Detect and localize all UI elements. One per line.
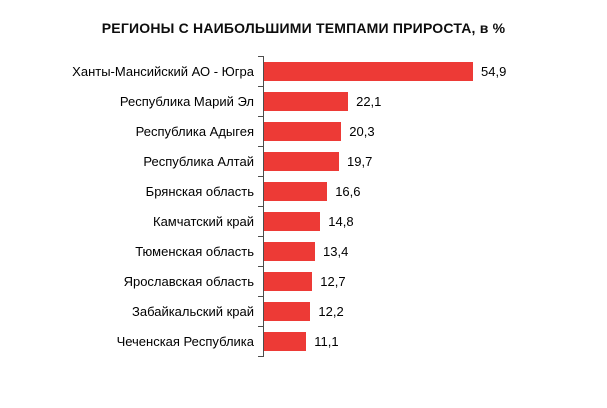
bar <box>264 91 349 111</box>
axis-tick <box>258 206 264 207</box>
category-label: Республика Алтай <box>143 153 254 169</box>
axis-tick <box>258 56 264 57</box>
value-label: 13,4 <box>323 243 349 259</box>
value-label: 12,7 <box>320 273 346 289</box>
chart-title: РЕГИОНЫ С НАИБОЛЬШИМИ ТЕМПАМИ ПРИРОСТА, … <box>101 20 506 36</box>
bar-row: Забайкальский край 12,2 <box>0 296 607 326</box>
bar-row: Тюменская область 13,4 <box>0 236 607 266</box>
bar-row: Республика Адыгея 20,3 <box>0 116 607 146</box>
category-label: Республика Адыгея <box>135 123 254 139</box>
value-label: 20,3 <box>349 123 375 139</box>
bar-row: Ханты-Мансийский АО - Югра 54,9 <box>0 56 607 86</box>
axis-tick <box>258 296 264 297</box>
category-label: Чеченская Республика <box>116 333 254 349</box>
bar-chart: Ханты-Мансийский АО - Югра 54,9 Республи… <box>0 56 607 358</box>
axis-tick <box>258 356 264 357</box>
value-label: 16,6 <box>335 183 361 199</box>
bar <box>264 151 339 171</box>
category-label: Забайкальский край <box>131 303 254 319</box>
bar-rows-container: Ханты-Мансийский АО - Югра 54,9 Республи… <box>0 56 607 356</box>
category-label: Республика Марий Эл <box>119 93 254 109</box>
category-label: Камчатский край <box>153 213 254 229</box>
bar-row: Республика Марий Эл 22,1 <box>0 86 607 116</box>
bar <box>264 181 328 201</box>
bar <box>264 211 321 231</box>
bar <box>264 121 342 141</box>
bar <box>264 271 313 291</box>
axis-tick <box>258 266 264 267</box>
axis-tick <box>258 116 264 117</box>
bar-row: Камчатский край 14,8 <box>0 206 607 236</box>
axis-tick <box>258 176 264 177</box>
category-label: Ярославская область <box>123 273 254 289</box>
value-label: 54,9 <box>481 63 507 79</box>
bar <box>264 331 307 351</box>
axis-tick <box>258 86 264 87</box>
value-label: 22,1 <box>356 93 382 109</box>
bar <box>264 301 311 321</box>
category-label: Тюменская область <box>135 243 254 259</box>
value-label: 12,2 <box>318 303 344 319</box>
category-label: Ханты-Мансийский АО - Югра <box>72 63 254 79</box>
category-label: Брянская область <box>145 183 254 199</box>
bar-row: Республика Алтай 19,7 <box>0 146 607 176</box>
value-label: 19,7 <box>347 153 373 169</box>
bar <box>264 241 315 261</box>
bar <box>264 61 473 81</box>
axis-tick <box>258 326 264 327</box>
axis-tick <box>258 236 264 237</box>
axis-tick <box>258 146 264 147</box>
value-label: 14,8 <box>328 213 354 229</box>
bar-row: Чеченская Республика 11,1 <box>0 326 607 356</box>
value-label: 11,1 <box>314 333 339 349</box>
bar-row: Ярославская область 12,7 <box>0 266 607 296</box>
bar-row: Брянская область 16,6 <box>0 176 607 206</box>
